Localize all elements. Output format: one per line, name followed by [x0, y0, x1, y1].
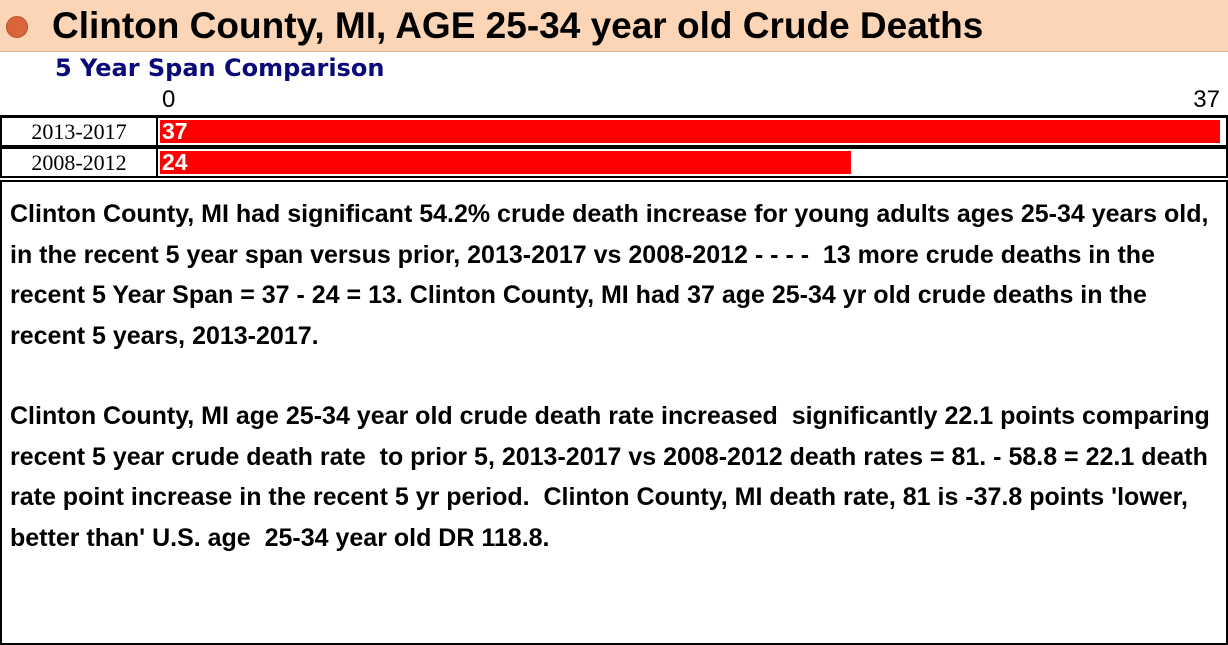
x-tick-label: 37 [1193, 86, 1220, 113]
bullet-dot-icon [6, 16, 28, 38]
bar: 24 [160, 149, 852, 175]
description-paragraph-1: Clinton County, MI had significant 54.2%… [10, 200, 1216, 350]
category-label: 2008-2012 [2, 149, 158, 176]
x-tick-label: 0 [162, 86, 176, 113]
bar-value-label: 37 [162, 118, 188, 144]
bar: 37 [160, 118, 1220, 144]
description-box: Clinton County, MI had significant 54.2%… [0, 180, 1228, 645]
page-title: Clinton County, MI, AGE 25-34 year old C… [52, 5, 984, 46]
x-axis-line [0, 115, 1228, 116]
category-label: 2013-2017 [2, 118, 158, 145]
chart-row: 2013-2017 37 [0, 116, 1228, 147]
description-paragraph-2: Clinton County, MI age 25-34 year old cr… [10, 402, 1217, 552]
title-bar: Clinton County, MI, AGE 25-34 year old C… [0, 0, 1228, 52]
chart-subtitle: 5 Year Span Comparison [55, 54, 385, 82]
bar-value-label: 24 [162, 149, 188, 175]
chart-row: 2008-2012 24 [0, 147, 1228, 178]
